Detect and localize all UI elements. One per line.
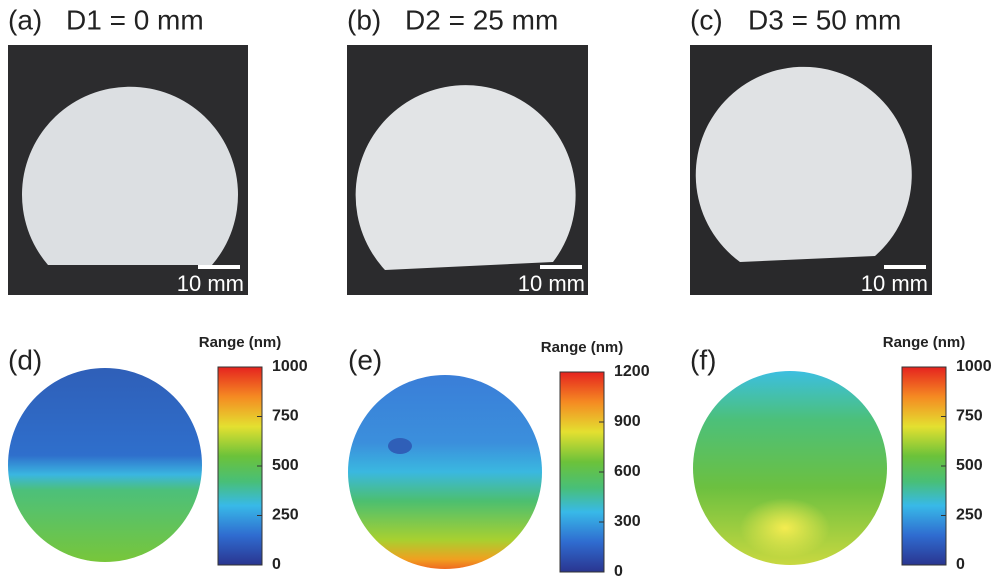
photo-a: 10 mm: [8, 45, 248, 296]
tick-label: 250: [272, 507, 299, 524]
scale-bar-label: 10 mm: [177, 271, 244, 296]
colorbar: [218, 367, 262, 565]
colorbar-title: Range (nm): [199, 334, 282, 351]
tick-label: 500: [956, 457, 983, 474]
tick-label: 600: [614, 463, 641, 480]
colorbar-title: Range (nm): [541, 339, 624, 356]
tick-label: 0: [614, 563, 623, 578]
map-e: [348, 375, 542, 569]
tick-label: 750: [272, 408, 299, 425]
panel-label: (a): [8, 4, 42, 35]
tick-label: 250: [956, 507, 983, 524]
map-d: [8, 368, 202, 562]
photo-b: 10 mm: [347, 45, 588, 296]
figure: 10 mm 10 mm 10 mm (a) D1 = 0 mm (b) D2 =…: [0, 0, 997, 578]
panel-title: D3 = 50 mm: [748, 4, 901, 35]
colorbar: [560, 372, 604, 572]
tick-label: 500: [272, 457, 299, 474]
colorbar: [902, 367, 946, 565]
scale-bar-label: 10 mm: [518, 271, 585, 296]
tick-label: 0: [956, 556, 965, 573]
map-feature: [388, 438, 412, 454]
photo-c: 10 mm: [690, 45, 932, 296]
panel-title: D1 = 0 mm: [66, 4, 204, 35]
panel-label: (f): [690, 344, 716, 375]
panel-label: (d): [8, 344, 42, 375]
tick-label: 900: [614, 413, 641, 430]
tick-label: 750: [956, 408, 983, 425]
tick-label: 1000: [272, 358, 308, 375]
tick-label: 0: [272, 556, 281, 573]
panel-title: D2 = 25 mm: [405, 4, 558, 35]
map-feature: [740, 498, 830, 558]
tick-label: 300: [614, 513, 641, 530]
panel-label: (b): [347, 4, 381, 35]
tick-label: 1000: [956, 358, 992, 375]
panel-label: (c): [690, 4, 723, 35]
colorbar-title: Range (nm): [883, 334, 966, 351]
panel-label: (e): [348, 344, 382, 375]
tick-label: 1200: [614, 363, 650, 380]
scale-bar-label: 10 mm: [861, 271, 928, 296]
